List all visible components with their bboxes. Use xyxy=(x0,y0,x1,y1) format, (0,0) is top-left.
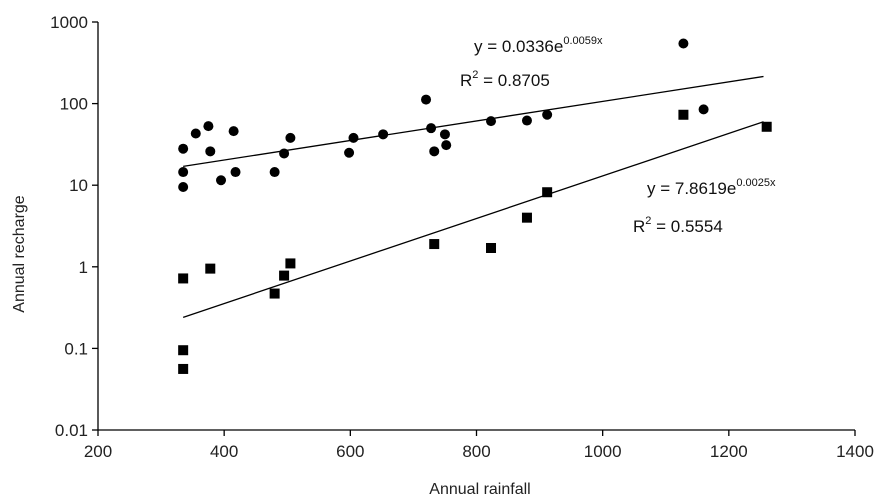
circle-point xyxy=(678,38,689,49)
circle-trend-annotation: y = 0.0336e0.0059x R2 = 0.8705 xyxy=(460,35,603,90)
circle-point xyxy=(205,146,216,157)
x-axis-title: Annual rainfall xyxy=(429,481,530,498)
circle-point xyxy=(269,167,280,178)
y-tick-label: 0.1 xyxy=(64,339,88,358)
x-tick-label: 800 xyxy=(462,442,490,461)
square-point xyxy=(178,273,189,284)
circle-point xyxy=(378,129,389,140)
circle-point xyxy=(178,143,189,154)
circle-point xyxy=(426,123,437,134)
circle-point xyxy=(178,182,189,193)
circle-point xyxy=(441,140,452,151)
y-axis-title: Annual recharge xyxy=(11,195,28,313)
square-trendline xyxy=(182,121,764,318)
x-tick-label: 1200 xyxy=(710,442,748,461)
x-tick-label: 1400 xyxy=(836,442,874,461)
circle-point xyxy=(279,148,290,159)
circle-point xyxy=(230,167,241,178)
circle-trendline xyxy=(183,75,764,168)
circle-point xyxy=(521,115,532,126)
circle-point xyxy=(285,132,296,143)
circle-trend-r2: R2 = 0.8705 xyxy=(460,69,550,90)
square-point xyxy=(279,270,290,281)
circle-point xyxy=(203,121,214,132)
square-point xyxy=(521,212,532,223)
circle-point xyxy=(348,132,359,143)
data-points xyxy=(178,38,772,374)
axes: 200 400 600 800 1000 1200 1400 0.01 0.1 1 10 100 100… xyxy=(50,13,874,461)
circle-point xyxy=(178,167,189,178)
y-tick-label: 1 xyxy=(79,258,88,277)
circle-point xyxy=(190,128,201,139)
square-point xyxy=(178,345,189,356)
circle-point xyxy=(439,129,450,140)
circle-trend-equation: y = 0.0336e0.0059x xyxy=(474,35,603,56)
circle-point xyxy=(216,175,227,186)
circle-point xyxy=(698,104,709,115)
square-point xyxy=(285,258,296,269)
square-trend-annotation: y = 7.8619e0.0025x R2 = 0.5554 xyxy=(633,177,776,236)
square-point xyxy=(205,263,216,274)
square-point xyxy=(269,288,280,299)
circle-point xyxy=(429,146,440,157)
circle-point xyxy=(486,116,497,127)
square-point xyxy=(678,109,689,120)
square-trend-equation: y = 7.8619e0.0025x xyxy=(647,177,776,198)
circle-point xyxy=(421,94,432,105)
square-point xyxy=(486,242,497,253)
circle-point xyxy=(228,126,239,137)
y-tick-label: 10 xyxy=(69,176,88,195)
x-tick-label: 200 xyxy=(84,442,112,461)
x-tick-label: 400 xyxy=(210,442,238,461)
y-tick-label: 1000 xyxy=(50,13,88,32)
circle-point xyxy=(344,147,355,158)
circle-point xyxy=(542,109,553,120)
x-tick-label: 1000 xyxy=(584,442,622,461)
square-point xyxy=(429,239,440,250)
square-point xyxy=(761,121,772,132)
square-trend-r2: R2 = 0.5554 xyxy=(633,215,723,236)
square-point xyxy=(178,363,189,374)
y-tick-label: 0.01 xyxy=(55,421,88,440)
square-point xyxy=(542,187,553,198)
y-tick-label: 100 xyxy=(60,95,88,114)
x-tick-label: 600 xyxy=(336,442,364,461)
